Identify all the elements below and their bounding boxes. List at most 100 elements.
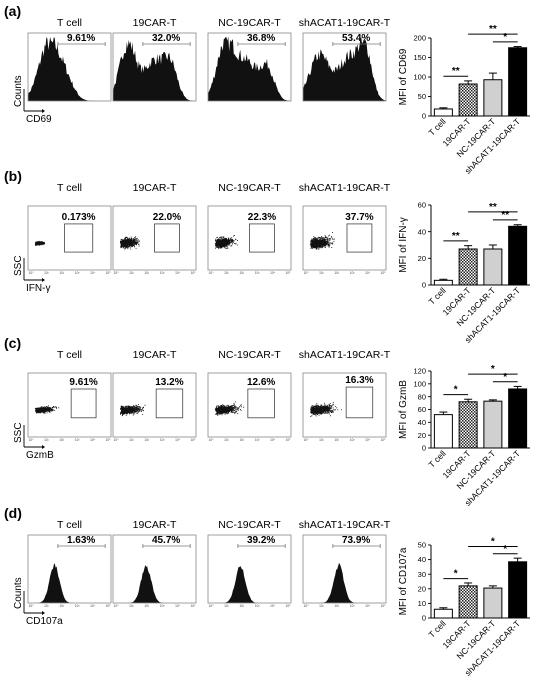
flow-x-tick: 10² bbox=[144, 604, 149, 608]
flow-x-tick: 10⁰ bbox=[114, 604, 120, 608]
bar bbox=[458, 83, 478, 117]
y-tick-label: 0 bbox=[422, 112, 426, 121]
flow-x-tick: 10⁰ bbox=[304, 271, 310, 275]
flow-x-tick: 10¹ bbox=[129, 604, 134, 608]
bar bbox=[458, 585, 478, 619]
flow-x-tick: 10² bbox=[239, 271, 244, 275]
flow-x-tick: 10³ bbox=[75, 604, 80, 608]
significance-label: * bbox=[503, 32, 507, 43]
panel-b: (b) T cell 10⁰ 10¹ 10² 10³ 10⁴ 10⁵ 0.173% 19CAR-T… bbox=[4, 168, 391, 294]
flow-x-tick: 10¹ bbox=[224, 438, 229, 442]
y-tick-label: 20 bbox=[418, 431, 426, 440]
flow-dots bbox=[34, 240, 46, 246]
flow-plot-frame bbox=[27, 372, 112, 438]
flow-dots bbox=[34, 405, 60, 414]
flow-x-tick: 10⁴ bbox=[175, 271, 181, 275]
gate-percentage: 9.61% bbox=[67, 33, 95, 44]
significance-label: * bbox=[503, 544, 507, 555]
flow-plot-frame bbox=[207, 205, 292, 271]
x-arrowhead-icon bbox=[42, 445, 45, 449]
sample-title: 19CAR-T bbox=[133, 519, 177, 531]
gate-percentage: 12.6% bbox=[247, 377, 275, 388]
y-tick-label: 40 bbox=[418, 418, 426, 427]
sample-title: T cell bbox=[57, 519, 82, 531]
sample-title: shACAT1-19CAR-T bbox=[299, 17, 391, 29]
flow-x-tick: 10⁰ bbox=[29, 604, 35, 608]
flow-x-tick: 10¹ bbox=[224, 271, 229, 275]
flow-plot-frame bbox=[27, 534, 112, 604]
flow-dots bbox=[120, 236, 140, 250]
bar bbox=[508, 561, 528, 619]
sample-title: NC-19CAR-T bbox=[218, 17, 281, 29]
flow-x-tick: 10² bbox=[239, 438, 244, 442]
sample-title: 19CAR-T bbox=[133, 17, 177, 29]
bar bbox=[458, 248, 478, 286]
flow-x-tick: 10⁴ bbox=[175, 438, 181, 442]
gate-percentage: 73.9% bbox=[342, 535, 370, 546]
gate-percentage: 22.3% bbox=[248, 212, 276, 223]
flow-plot-frame bbox=[27, 32, 112, 102]
significance-label: ** bbox=[452, 231, 460, 242]
sample-title: T cell bbox=[57, 17, 82, 29]
histogram-fill bbox=[113, 564, 196, 603]
flow-x-tick: 10⁵ bbox=[381, 604, 387, 608]
y-tick-label: 200 bbox=[413, 34, 426, 43]
flow-x-tick: 10⁵ bbox=[191, 604, 197, 608]
histogram-fill bbox=[208, 566, 291, 603]
y-tick-label: 20 bbox=[418, 584, 426, 593]
bar bbox=[508, 388, 528, 449]
flow-dots bbox=[214, 401, 245, 416]
x-arrowhead-icon bbox=[42, 278, 45, 282]
panel-label: (c) bbox=[4, 335, 21, 351]
bar bbox=[433, 608, 453, 619]
flow-plot-frame bbox=[302, 534, 387, 604]
category-label: T cell bbox=[426, 618, 447, 639]
flow-x-tick: 10⁵ bbox=[381, 438, 387, 442]
panel-a: (a) T cell 9.61% 19CAR-T 32.0% NC-19CAR-T 36.8… bbox=[4, 3, 391, 125]
sample-title: NC-19CAR-T bbox=[218, 349, 281, 361]
significance-label: ** bbox=[501, 210, 509, 221]
flow-x-tick: 10⁰ bbox=[304, 438, 310, 442]
panel-label: (a) bbox=[4, 3, 21, 19]
flow-x-tick: 10⁴ bbox=[270, 438, 276, 442]
y-tick-label: 150 bbox=[413, 53, 426, 62]
flow-x-tick: 10² bbox=[59, 271, 64, 275]
gate-box bbox=[155, 388, 184, 419]
flow-x-tick: 10² bbox=[59, 604, 64, 608]
flow-x-tick: 10² bbox=[334, 271, 339, 275]
gate-percentage: 32.0% bbox=[152, 33, 180, 44]
y-axis-label: MFI of CD107a bbox=[398, 547, 409, 615]
y-axis-label: MFI of GzmB bbox=[398, 380, 409, 439]
bar bbox=[508, 47, 528, 117]
flow-x-tick: 10¹ bbox=[44, 604, 49, 608]
flow-x-tick: 10³ bbox=[75, 271, 80, 275]
category-label: T cell bbox=[426, 116, 447, 137]
flow-x-label: CD107a bbox=[26, 616, 63, 627]
y-tick-label: 50 bbox=[418, 541, 426, 550]
flow-x-tick: 10⁴ bbox=[90, 604, 96, 608]
gate-percentage: 9.61% bbox=[69, 377, 97, 388]
flow-x-tick: 10⁰ bbox=[114, 438, 120, 442]
flow-plot-frame bbox=[302, 32, 387, 102]
y-tick-label: 20 bbox=[418, 254, 426, 263]
flow-x-tick: 10³ bbox=[75, 438, 80, 442]
flow-x-label: CD69 bbox=[26, 114, 52, 125]
gate-percentage: 22.0% bbox=[153, 212, 181, 223]
flow-x-tick: 10⁵ bbox=[191, 271, 197, 275]
flow-x-tick: 10³ bbox=[350, 604, 355, 608]
flow-dots bbox=[120, 404, 146, 417]
gate-box bbox=[249, 223, 275, 253]
flow-x-tick: 10³ bbox=[255, 438, 260, 442]
gate-percentage: 53.4% bbox=[342, 33, 370, 44]
sample-title: shACAT1-19CAR-T bbox=[299, 182, 391, 194]
panel-c: (c) T cell 10⁰ 10¹ 10² 10³ 10⁴ 10⁵ 9.61% 19CAR-T 1… bbox=[4, 335, 391, 461]
flow-x-tick: 10² bbox=[239, 604, 244, 608]
flow-x-tick: 10³ bbox=[350, 271, 355, 275]
flow-x-tick: 10³ bbox=[160, 604, 165, 608]
flow-x-tick: 10⁰ bbox=[29, 438, 35, 442]
sample-title: shACAT1-19CAR-T bbox=[299, 349, 391, 361]
histogram-fill bbox=[113, 39, 196, 101]
bar bbox=[433, 414, 453, 449]
bar bbox=[483, 400, 503, 449]
flow-x-tick: 10³ bbox=[255, 271, 260, 275]
